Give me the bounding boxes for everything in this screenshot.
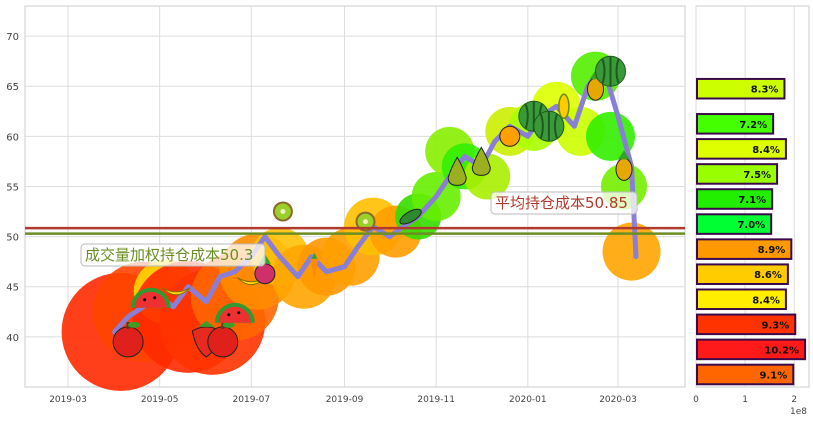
y-tick-label: 40 xyxy=(6,333,19,344)
volume-x-tick-label: 1 xyxy=(742,395,748,405)
volume-bar xyxy=(696,363,795,386)
volume-bar xyxy=(696,238,793,260)
price-y-axis: 40 45 50 55 60 65 70 xyxy=(6,32,19,344)
volume-bar-label: 8.4% xyxy=(752,145,780,156)
x-tick-label: 2019-09 xyxy=(326,395,364,405)
volume-bar xyxy=(696,263,789,285)
x-tick-label: 2019-03 xyxy=(49,395,87,405)
y-tick-label: 65 xyxy=(6,82,19,93)
x-tick-label: 2019-05 xyxy=(141,395,179,405)
cost-lines xyxy=(25,226,685,235)
volume-bars: 8.3% 7.2% 8.4% 7.5% 7.1% 7.0% 8.9% 8.6% 8.4% 9.3%… xyxy=(696,77,807,386)
volume-bar xyxy=(696,77,786,100)
y-tick-label: 55 xyxy=(6,182,19,193)
kiwi-icon xyxy=(272,201,293,222)
volume-bar xyxy=(696,163,779,185)
volume-bar-label: 8.4% xyxy=(752,295,780,306)
volume-bar-label: 8.9% xyxy=(758,245,786,256)
cost-annotation-box xyxy=(490,191,638,215)
holding-marker xyxy=(585,111,635,161)
cost-annotation-label: 平均持仓成本50.85 xyxy=(495,194,628,212)
volume-bar-label: 7.5% xyxy=(743,170,771,181)
x-tick-label: 2020-01 xyxy=(509,395,547,405)
volume-bar-label: 9.3% xyxy=(762,320,790,331)
volume-bar-label: 7.0% xyxy=(737,220,765,231)
volume-x-exponent: 1e8 xyxy=(790,407,807,417)
x-tick-label: 2020-03 xyxy=(599,395,637,405)
y-tick-label: 50 xyxy=(6,233,19,244)
watermelon-icon xyxy=(595,55,626,87)
x-tick-label: 2019-07 xyxy=(233,395,271,405)
banana-icon xyxy=(161,287,191,296)
holding-marker xyxy=(602,222,661,281)
carrot-icon xyxy=(310,252,319,279)
orange-icon xyxy=(499,125,521,147)
pear-icon xyxy=(447,156,467,186)
volume-bar-label: 10.2% xyxy=(764,345,799,356)
volume-bar-label: 8.6% xyxy=(754,270,782,281)
fruit-icons xyxy=(112,55,633,358)
volume-bar xyxy=(696,213,773,235)
watermelon-slice-icon xyxy=(130,287,171,308)
volume-x-tick-label: 2 xyxy=(791,395,797,405)
watermelon-slice-icon xyxy=(214,302,255,323)
cost-annotation-label: 成交量加权持仓成本50.3 xyxy=(85,246,253,264)
volume-bar xyxy=(696,113,775,135)
cost-annotation-box xyxy=(80,243,266,267)
volume-bar-label: 7.2% xyxy=(739,120,767,131)
y-tick-label: 60 xyxy=(6,132,19,143)
apple-icon xyxy=(207,321,239,358)
kiwi-icon xyxy=(355,211,376,232)
volume-bar xyxy=(696,338,807,361)
y-tick-label: 45 xyxy=(6,283,19,294)
volume-bar xyxy=(696,138,787,160)
watermelon-icon xyxy=(533,110,565,142)
volume-bar-label: 7.1% xyxy=(738,195,766,206)
volume-bar-label: 8.3% xyxy=(751,85,779,96)
pineapple-icon xyxy=(615,150,633,181)
corn-icon xyxy=(558,93,570,120)
volume-bar xyxy=(696,313,797,336)
volume-bar xyxy=(696,288,787,311)
price-x-axis: 2019-03 2019-05 2019-07 2019-09 2019-11 2020-… xyxy=(49,395,637,405)
y-tick-label: 70 xyxy=(6,32,19,43)
cost-annotations: 平均持仓成本50.85 成交量加权持仓成本50.3 xyxy=(80,191,638,267)
apple-icon xyxy=(112,321,144,358)
pear-icon xyxy=(471,146,491,176)
volume-x-axis: 0 1 2 1e8 xyxy=(693,395,807,417)
x-tick-label: 2019-11 xyxy=(417,395,455,405)
cucumber-icon xyxy=(399,208,422,225)
volume-bar-label: 9.1% xyxy=(760,370,788,381)
volume-bar xyxy=(696,188,774,210)
volume-x-tick-label: 0 xyxy=(693,395,699,405)
